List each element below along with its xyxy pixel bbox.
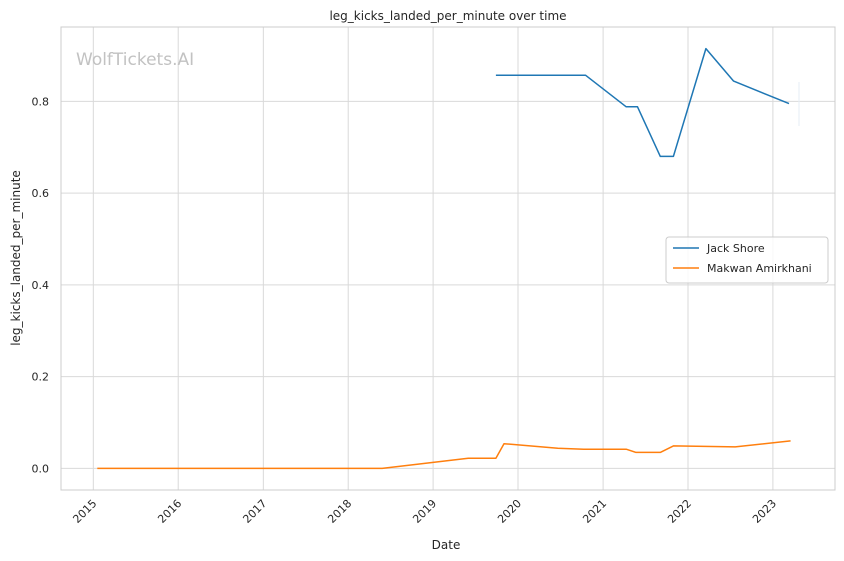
x-tick-label: 2023: [750, 497, 779, 526]
series-layer: [97, 47, 791, 470]
y-tick-label: 0.4: [32, 279, 50, 292]
plot-frame: [60, 26, 836, 491]
y-tick-label: 0.6: [32, 187, 50, 200]
x-tick-label: 2019: [410, 497, 439, 526]
chart-title: leg_kicks_landed_per_minute over time: [329, 9, 566, 23]
legend: Jack Shore Makwan Amirkhani: [665, 236, 829, 284]
series-line-makwan-amirkhani: [97, 440, 791, 470]
y-axis-title: leg_kicks_landed_per_minute: [9, 170, 23, 346]
y-tick-label: 0.0: [32, 462, 50, 475]
legend-box: [665, 236, 829, 284]
x-tick-label: 2016: [155, 497, 184, 526]
x-axis-title: Date: [432, 538, 461, 552]
legend-label-makwan-amirkhani: Makwan Amirkhani: [707, 262, 812, 275]
y-tick-label: 0.2: [32, 371, 50, 384]
x-tick-label: 2017: [240, 497, 269, 526]
x-tick-labels: 2015 2016 2017 2018 2019 2020 2021 2022 2023: [70, 497, 779, 526]
series-line-jack-shore: [495, 47, 790, 158]
x-tick-label: 2021: [580, 497, 609, 526]
y-tick-label: 0.8: [32, 95, 50, 108]
y-tick-labels: 0.0 0.2 0.4 0.6 0.8: [32, 95, 50, 475]
legend-label-jack-shore: Jack Shore: [706, 242, 765, 255]
watermark: WolfTickets.AI: [76, 50, 194, 70]
x-tick-label: 2015: [70, 497, 99, 526]
x-tick-label: 2022: [665, 497, 694, 526]
grid-lines: [61, 27, 835, 490]
x-tick-label: 2020: [495, 497, 524, 526]
x-tick-label: 2018: [325, 497, 354, 526]
